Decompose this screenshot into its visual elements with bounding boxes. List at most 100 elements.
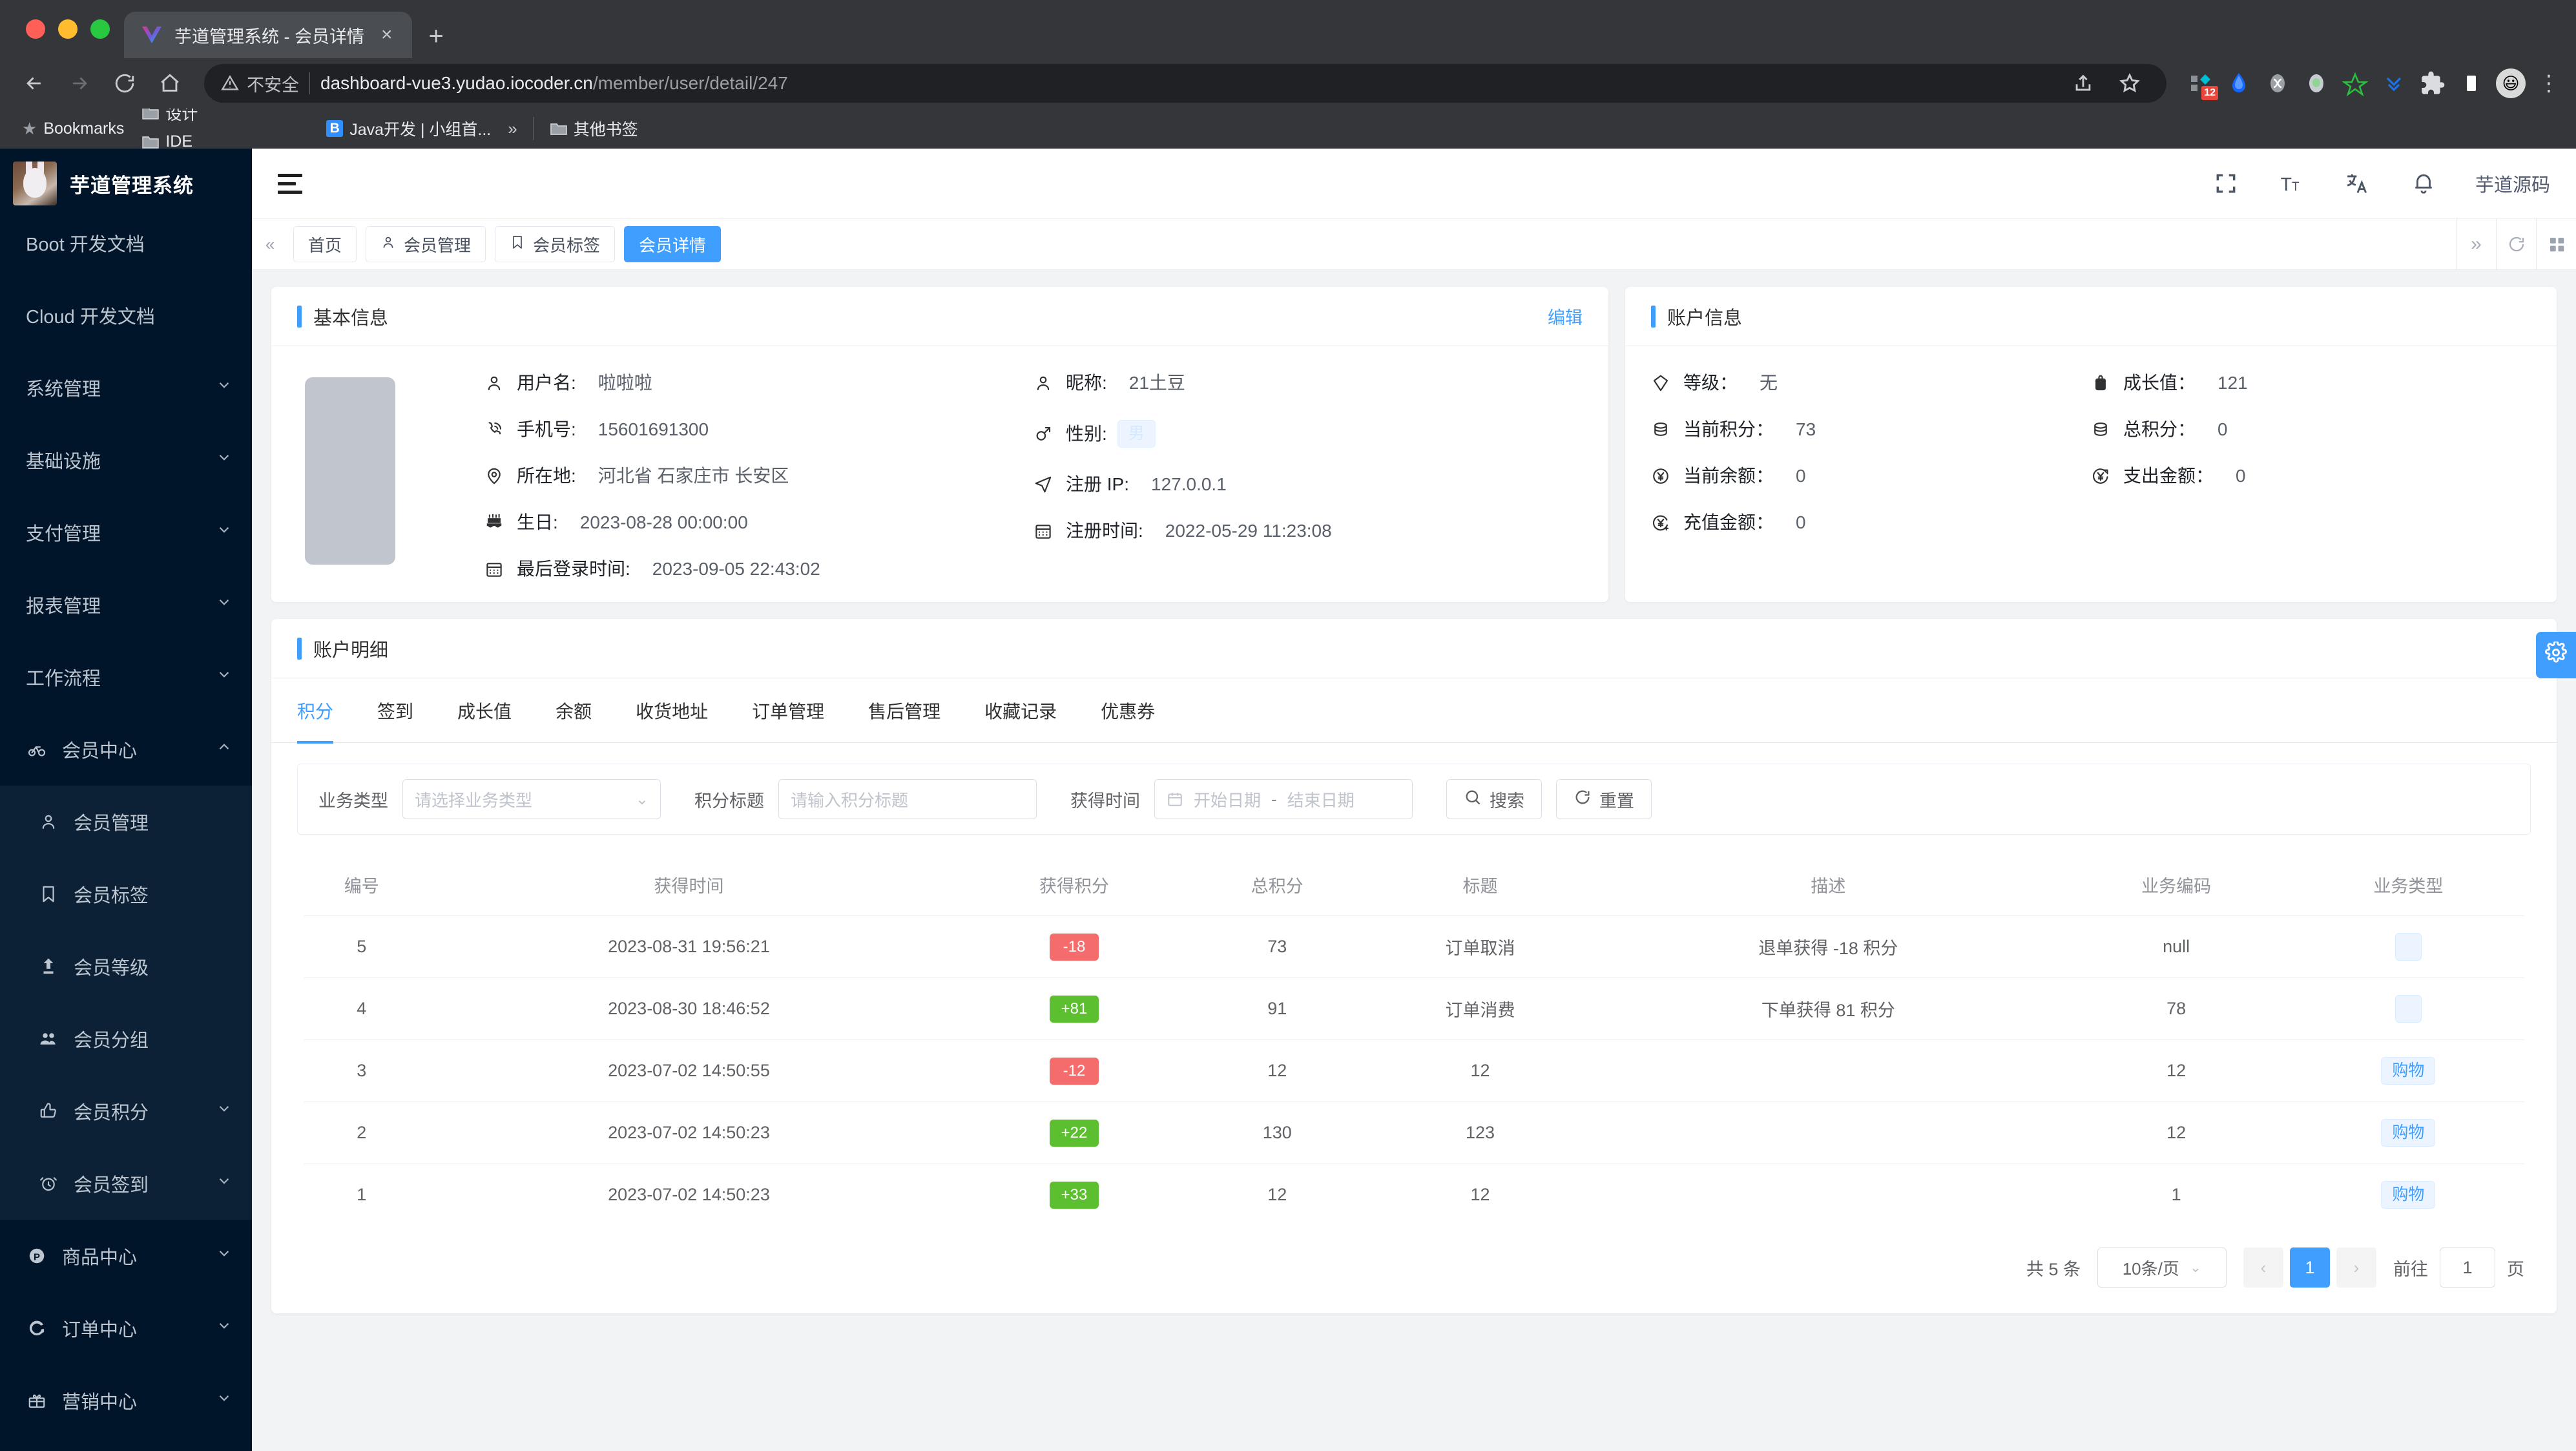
bookmark-icon — [510, 235, 525, 255]
refresh-icon[interactable] — [2496, 218, 2536, 270]
cell-biz-code: 12 — [2060, 1039, 2292, 1102]
bookmark-java-dev[interactable]: B Java开发 | 小组首... — [318, 113, 499, 144]
sidebar-item-订单中心[interactable]: 订单中心 — [0, 1292, 252, 1364]
extension-icon-4[interactable] — [2302, 69, 2331, 98]
detail-tab-成长值[interactable]: 成长值 — [457, 701, 512, 722]
profile-avatar[interactable]: 😃 — [2496, 68, 2526, 98]
reload-icon[interactable] — [105, 63, 145, 103]
sidebar-item-会员标签[interactable]: 会员标签 — [0, 858, 252, 930]
maximize-window-button[interactable] — [90, 19, 110, 39]
sidebar-item-基础设施[interactable]: 基础设施 — [0, 424, 252, 496]
sidebar-item-会员等级[interactable]: 会员等级 — [0, 930, 252, 1003]
detail-tab-优惠券[interactable]: 优惠券 — [1101, 701, 1156, 722]
info-row: 基本信息 编辑 用户名: 啦啦啦 手机号: 15601691300 所在地: 河北省 石家… — [271, 287, 2557, 602]
sidebar-item-会员签到[interactable]: 会员签到 — [0, 1147, 252, 1220]
settings-drawer-button[interactable] — [2536, 632, 2576, 678]
page-size-select[interactable]: 10条/页 ⌄ — [2097, 1247, 2227, 1288]
share-icon[interactable] — [2063, 63, 2103, 103]
bookmark-folder[interactable]: IDE — [134, 129, 316, 149]
home-icon[interactable] — [150, 63, 190, 103]
nav-tab-会员标签[interactable]: 会员标签 — [495, 226, 616, 262]
back-icon[interactable] — [14, 63, 54, 103]
detail-tab-签到[interactable]: 签到 — [377, 701, 414, 722]
close-window-button[interactable] — [26, 19, 45, 39]
browser-tab[interactable]: 芋道管理系统 - 会员详情 × — [124, 12, 412, 58]
sidebar-item-会员中心[interactable]: 会员中心 — [0, 713, 252, 786]
new-tab-button[interactable]: + — [428, 22, 444, 50]
sidebar-item-工作流程[interactable]: 工作流程 — [0, 641, 252, 713]
current-user-label[interactable]: 芋道源码 — [2475, 175, 2550, 196]
sidebar-item-支付管理[interactable]: 支付管理 — [0, 496, 252, 569]
sidebar-item-会员分组[interactable]: 会员分组 — [0, 1003, 252, 1075]
fullscreen-icon[interactable] — [2212, 169, 2240, 198]
bell-icon[interactable] — [2409, 169, 2438, 198]
detail-tab-余额[interactable]: 余额 — [556, 701, 592, 722]
prev-page-button[interactable]: ‹ — [2243, 1247, 2283, 1288]
phone-icon — [484, 420, 506, 439]
sidebar-item-营销中心[interactable]: 营销中心 — [0, 1364, 252, 1437]
sidebar-item-公众号管理[interactable]: 公众号管理 — [0, 1437, 252, 1451]
table-row[interactable]: 4 2023-08-30 18:46:52 +81 91 订单消费 下单获得 81 积分 7… — [304, 977, 2524, 1040]
grid-icon[interactable] — [2536, 218, 2576, 270]
cell-title: 12 — [1364, 1164, 1597, 1226]
sidebar-brand[interactable]: 芋道管理系统 — [0, 149, 252, 218]
table-row[interactable]: 2 2023-07-02 14:50:23 +22 130 123 12 购物 — [304, 1101, 2524, 1164]
next-page-button[interactable]: › — [2336, 1247, 2376, 1288]
extension-icon-1[interactable]: 12 — [2186, 69, 2218, 100]
sidebar-item-商品中心[interactable]: P 商品中心 — [0, 1220, 252, 1292]
sidebar-item-系统管理[interactable]: 系统管理 — [0, 351, 252, 424]
bookmarks-overflow-icon[interactable]: » — [508, 118, 517, 138]
tabs-more-icon[interactable]: » — [2456, 218, 2496, 270]
detail-tab-收藏记录[interactable]: 收藏记录 — [984, 701, 1057, 722]
extension-icon-2[interactable] — [2225, 69, 2253, 98]
nav-tab-会员详情[interactable]: 会员详情 — [624, 226, 722, 262]
edit-button[interactable]: 编辑 — [1548, 308, 1583, 328]
points-title-input[interactable]: 请输入积分标题 — [778, 779, 1037, 819]
chrome-menu-icon[interactable]: ⋮ — [2538, 70, 2560, 96]
forward-icon[interactable] — [59, 63, 99, 103]
extensions-puzzle-icon[interactable] — [2418, 69, 2447, 98]
detail-tab-积分[interactable]: 积分 — [297, 678, 355, 744]
nav-tab-会员管理[interactable]: 会员管理 — [366, 226, 486, 262]
extension-icon-5[interactable] — [2341, 69, 2369, 98]
extension-icon-6[interactable] — [2380, 69, 2408, 98]
table-row[interactable]: 1 2023-07-02 14:50:23 +33 12 12 1 购物 — [304, 1164, 2524, 1226]
sidebar-item-报表管理[interactable]: 报表管理 — [0, 569, 252, 641]
page-number-1[interactable]: 1 — [2290, 1247, 2330, 1288]
table-row[interactable]: 5 2023-08-31 19:56:21 -18 73 订单取消 退单获得 -18 积分… — [304, 915, 2524, 978]
extension-icon-8[interactable] — [2457, 69, 2486, 98]
extension-icon-3[interactable] — [2263, 69, 2292, 98]
tabs-scroll-left-icon[interactable]: « — [265, 234, 275, 254]
coins-icon — [2091, 420, 2113, 439]
cell-time: 2023-07-02 14:50:23 — [419, 1164, 959, 1226]
bookmarks-root[interactable]: ★ Bookmarks — [14, 115, 132, 143]
sidebar-item-会员管理[interactable]: 会员管理 — [0, 786, 252, 858]
bookmark-star-icon[interactable] — [2110, 63, 2150, 103]
other-bookmarks[interactable]: 其他书签 — [543, 113, 646, 144]
address-bar[interactable]: 不安全 dashboard-vue3.yudao.iocoder.cn/memb… — [204, 64, 2166, 103]
not-secure-indicator[interactable]: 不安全 — [221, 71, 299, 96]
detail-tab-售后管理[interactable]: 售后管理 — [868, 701, 941, 722]
sidebar-item-Boot-开发文档[interactable]: Boot 开发文档 — [0, 207, 252, 279]
search-button[interactable]: 搜索 — [1446, 779, 1542, 819]
sidebar-item-Cloud-开发文档[interactable]: Cloud 开发文档 — [0, 279, 252, 351]
sidebar-item-label: 系统管理 — [26, 379, 101, 400]
close-tab-button[interactable]: × — [381, 24, 393, 45]
date-range-picker[interactable]: 开始日期 - 结束日期 — [1154, 779, 1413, 819]
detail-tab-收货地址[interactable]: 收货地址 — [636, 701, 709, 722]
detail-tab-订单管理[interactable]: 订单管理 — [752, 701, 825, 722]
cell-time: 2023-07-02 14:50:55 — [419, 1039, 959, 1102]
menu-collapse-icon[interactable] — [278, 169, 307, 198]
table-row[interactable]: 3 2023-07-02 14:50:55 -12 12 12 12 购物 — [304, 1039, 2524, 1102]
gender-tag: 男 — [1117, 420, 1156, 448]
reset-button[interactable]: 重置 — [1556, 779, 1652, 819]
biz-type-select[interactable]: 请选择业务类型 ⌄ — [402, 779, 661, 819]
jump-page-input[interactable]: 1 — [2440, 1247, 2495, 1288]
gift-icon — [26, 1391, 48, 1410]
sidebar-item-会员积分[interactable]: 会员积分 — [0, 1075, 252, 1147]
nav-tab-首页[interactable]: 首页 — [293, 226, 357, 262]
minimize-window-button[interactable] — [58, 19, 78, 39]
translate-icon[interactable] — [2343, 169, 2372, 198]
bookmark-folder[interactable]: 设计 — [134, 109, 316, 129]
